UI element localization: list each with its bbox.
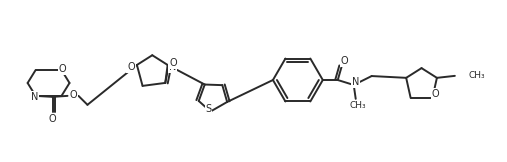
- Text: N: N: [31, 92, 39, 102]
- Text: CH₃: CH₃: [469, 71, 485, 80]
- Text: S: S: [205, 104, 211, 114]
- Text: O: O: [127, 62, 135, 72]
- Text: O: O: [431, 89, 439, 99]
- Text: O: O: [341, 56, 348, 66]
- Text: CH₃: CH₃: [349, 101, 366, 110]
- Text: N: N: [169, 62, 176, 72]
- Text: N: N: [352, 77, 359, 87]
- Text: O: O: [69, 90, 77, 100]
- Text: O: O: [169, 58, 177, 68]
- Text: O: O: [49, 114, 56, 124]
- Text: O: O: [59, 64, 66, 74]
